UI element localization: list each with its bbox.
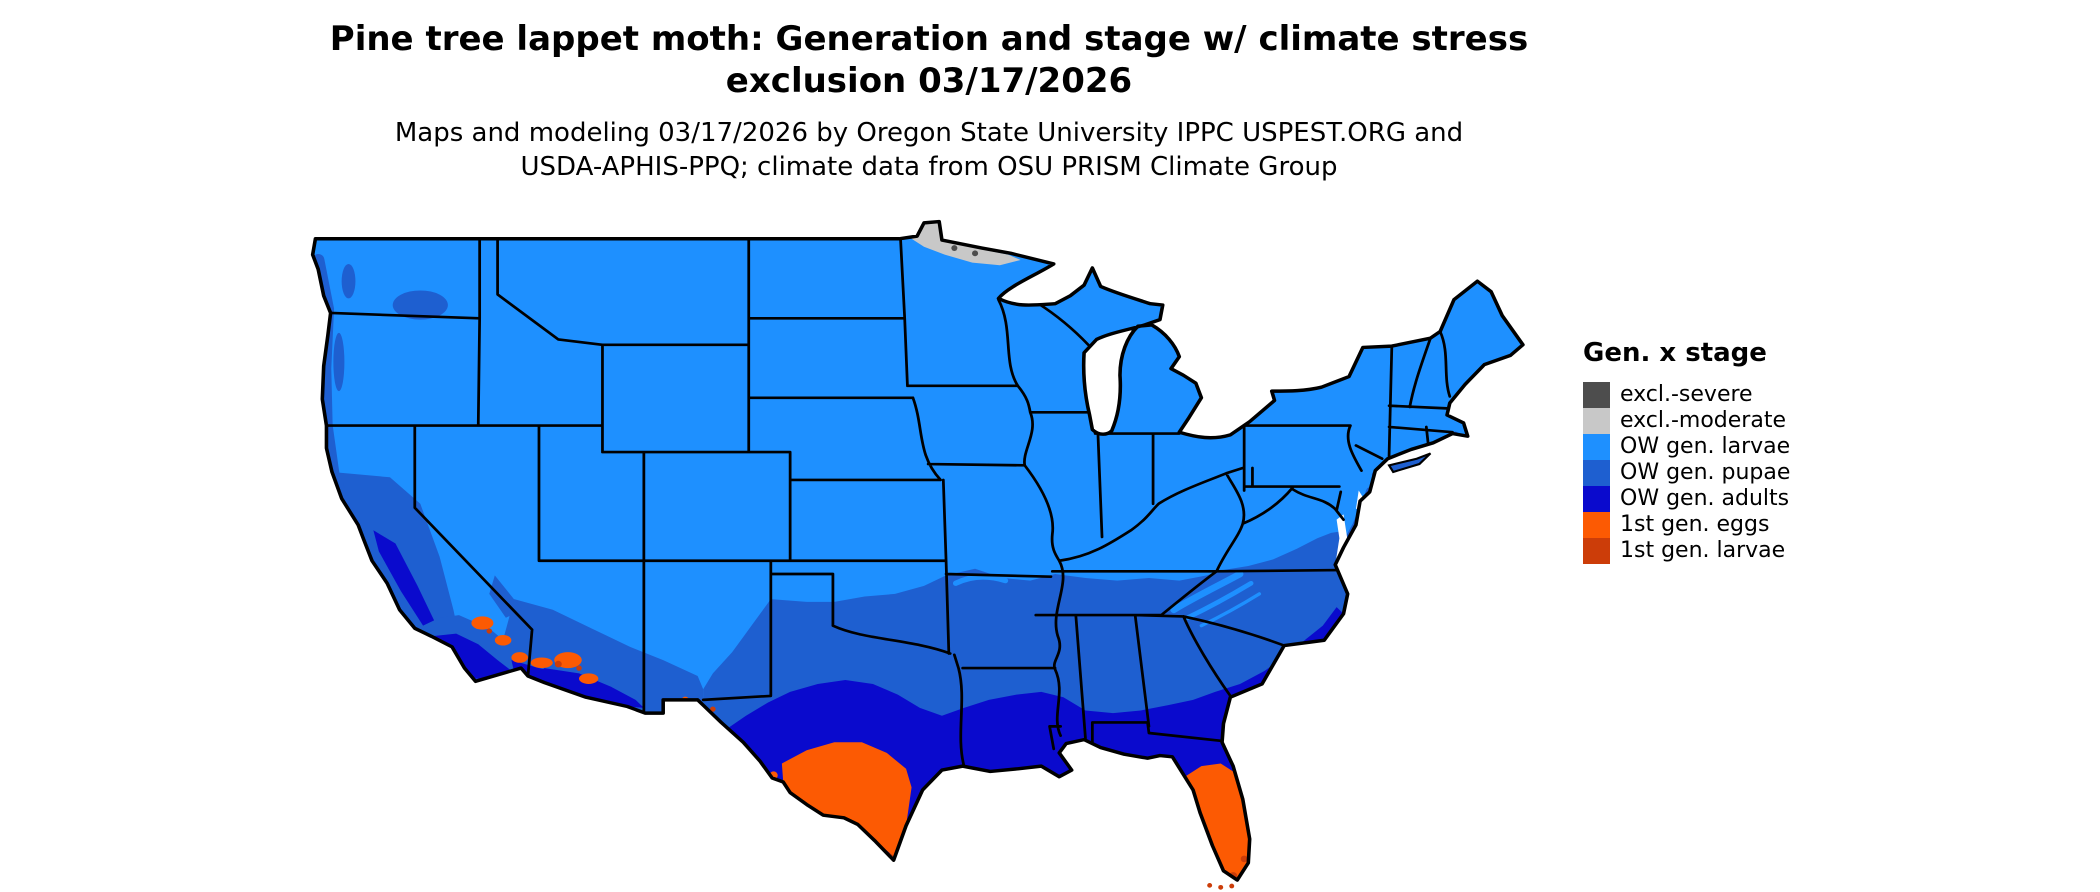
- legend-label-ow-gen-larvae: OW gen. larvae: [1620, 434, 1791, 459]
- legend-swatch-excl-severe: [1583, 382, 1610, 408]
- legend-label-excl-moderate: excl.-moderate: [1620, 408, 1786, 433]
- legend-item-ow-gen-pupae: OW gen. pupae: [1583, 460, 1790, 486]
- legend-swatch-ow-gen-adults: [1583, 486, 1610, 512]
- region-excl-moderate: [911, 221, 1021, 266]
- page-title-line-1: Pine tree lappet moth: Generation and st…: [329, 19, 1529, 59]
- legend-swatch-excl-moderate: [1583, 408, 1610, 434]
- legend-swatch-1st-gen-eggs: [1583, 512, 1610, 538]
- legend-item-ow-gen-adults: OW gen. adults: [1583, 486, 1790, 512]
- page-subtitle-line-2: USDA-APHIS-PPQ; climate data from OSU PR…: [520, 152, 1338, 182]
- legend-item-1st-gen-larvae: 1st gen. larvae: [1583, 538, 1790, 564]
- legend-item-1st-gen-eggs: 1st gen. eggs: [1583, 512, 1790, 538]
- florida-keys-specks: [1207, 882, 1235, 890]
- state-borders: [325, 237, 1454, 768]
- legend-title: Gen. x stage: [1583, 338, 1767, 368]
- legend-label-excl-severe: excl.-severe: [1620, 382, 1753, 407]
- us-outline: [310, 219, 1525, 882]
- legend-label-ow-gen-pupae: OW gen. pupae: [1620, 460, 1791, 485]
- map-legend: Gen. x stage excl.-severe excl.-moderate…: [1583, 338, 1790, 564]
- region-1st-gen-eggs: [471, 616, 1250, 881]
- legend-item-excl-severe: excl.-severe: [1583, 382, 1790, 408]
- legend-label-1st-gen-larvae: 1st gen. larvae: [1620, 538, 1786, 563]
- page-subtitle-line-1: Maps and modeling 03/17/2026 by Oregon S…: [394, 118, 1464, 148]
- long-island: [1387, 452, 1432, 474]
- legend-swatch-ow-gen-pupae: [1583, 460, 1610, 486]
- page-subtitle: Maps and modeling 03/17/2026 by Oregon S…: [0, 116, 1858, 184]
- page-header: Pine tree lappet moth: Generation and st…: [0, 18, 1858, 184]
- legend-swatch-1st-gen-larvae: [1583, 538, 1610, 564]
- legend-item-ow-gen-larvae: OW gen. larvae: [1583, 434, 1790, 460]
- us-map: [310, 219, 1525, 890]
- region-excl-severe: [951, 245, 979, 257]
- page-title-line-2: exclusion 03/17/2026: [725, 61, 1133, 101]
- legend-item-excl-moderate: excl.-moderate: [1583, 408, 1790, 434]
- legend-swatch-ow-gen-larvae: [1583, 434, 1610, 460]
- legend-label-1st-gen-eggs: 1st gen. eggs: [1620, 512, 1770, 537]
- us-map-container: [303, 203, 1545, 892]
- legend-label-ow-gen-adults: OW gen. adults: [1620, 486, 1790, 511]
